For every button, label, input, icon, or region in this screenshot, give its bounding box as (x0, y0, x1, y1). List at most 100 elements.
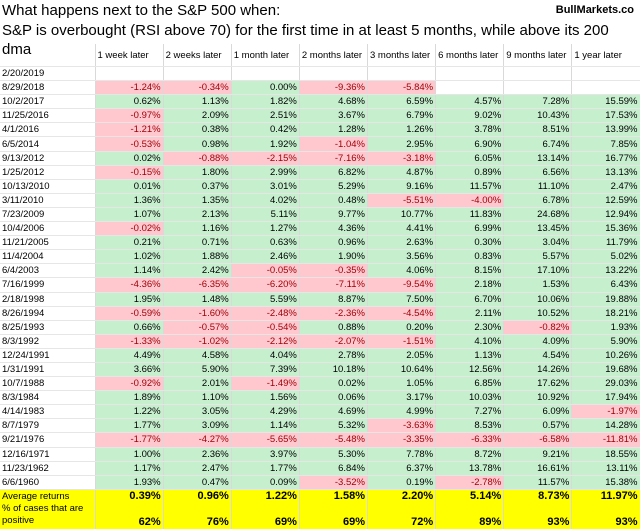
table-row: 10/7/1988 -0.92% 2.01% -1.49% 0.02% 1.05% 6.85… (0, 376, 640, 392)
return-cell: 2.18% (435, 277, 505, 293)
return-cell: 2.13% (163, 207, 232, 223)
date-cell: 8/29/2018 (0, 80, 96, 96)
return-cell: 5.59% (231, 292, 300, 307)
return-cell: 8.72% (435, 447, 505, 462)
return-cell: 3.04% (503, 235, 573, 251)
percent-positive-value: 72% (367, 502, 437, 529)
return-cell: 19.88% (571, 292, 640, 307)
return-cell: 4.29% (231, 404, 300, 420)
date-cell: 8/3/1992 (0, 334, 96, 349)
percent-positive-value: 89% (435, 502, 505, 529)
return-cell: 10.06% (503, 292, 573, 307)
percent-positive-value: 93% (503, 502, 573, 529)
return-cell: 2.05% (367, 348, 437, 363)
return-cell: 11.57% (435, 179, 505, 194)
return-cell: -0.02% (95, 221, 164, 237)
return-cell: 4.57% (435, 94, 505, 110)
return-cell: 7.85% (571, 136, 640, 152)
return-cell: 9.77% (299, 207, 369, 223)
return-cell: 2.30% (435, 320, 505, 335)
return-cell: 4.68% (299, 94, 369, 110)
date-cell: 10/2/2017 (0, 94, 96, 110)
return-cell: 10.43% (503, 108, 573, 124)
return-cell: 6.82% (299, 165, 369, 180)
return-cell: -0.34% (163, 80, 232, 96)
return-cell (503, 66, 573, 82)
return-cell: -4.27% (163, 432, 232, 448)
column-header-row: 1 week later 2 weeks later 1 month later 2 … (0, 44, 640, 67)
return-cell: -0.05% (231, 263, 300, 279)
date-cell: 11/25/2016 (0, 108, 96, 124)
return-cell: 5.90% (163, 362, 232, 378)
table-row: 6/5/2014 -0.53% 0.98% 1.92% -1.04% 2.95% 6.90%… (0, 136, 640, 152)
table-row: 7/16/1999 -4.36% -6.35% -6.20% -7.11% -9.54% 2… (0, 277, 640, 293)
return-cell: 0.02% (299, 376, 369, 392)
date-cell: 1/25/2012 (0, 165, 96, 180)
percent-positive-row: % of cases that are positive 62% 76% 69% 69%… (0, 502, 640, 529)
date-cell: 8/26/1994 (0, 306, 96, 321)
returns-table: 1 week later 2 weeks later 1 month later 2 … (0, 44, 640, 529)
average-return-value: 0.96% (163, 489, 232, 503)
return-cell: 2.01% (163, 376, 232, 392)
table-row: 8/3/1984 1.89% 1.10% 1.56% 0.06% 3.17% 10.03% 1… (0, 390, 640, 406)
return-cell: -2.48% (231, 306, 300, 321)
average-return-value: 2.20% (367, 489, 437, 503)
return-cell: 0.38% (163, 122, 232, 138)
return-cell: 6.59% (367, 94, 437, 110)
return-cell: 0.20% (367, 320, 437, 335)
column-header: 2 months later (299, 44, 369, 67)
column-header: 1 week later (95, 44, 164, 67)
return-cell: -4.00% (435, 193, 505, 208)
return-cell: 3.05% (163, 404, 232, 420)
return-cell: 0.42% (231, 122, 300, 138)
return-cell: 3.09% (163, 418, 232, 434)
return-cell: -3.35% (367, 432, 437, 448)
average-return-value: 1.22% (231, 489, 300, 503)
average-return-value: 8.73% (503, 489, 573, 503)
return-cell: 16.61% (503, 461, 573, 476)
date-cell: 10/13/2010 (0, 179, 96, 194)
return-cell: 6.43% (571, 277, 640, 293)
return-cell: 1.77% (231, 461, 300, 476)
return-cell: 12.94% (571, 207, 640, 223)
return-cell: 0.21% (95, 235, 164, 251)
table-row: 6/4/2003 1.14% 2.42% -0.05% -0.35% 4.06% 8.15%… (0, 263, 640, 279)
date-cell: 9/13/2012 (0, 151, 96, 166)
return-cell: 1.88% (163, 249, 232, 265)
return-cell: -0.54% (231, 320, 300, 335)
table-row: 1/25/2012 -0.15% 1.80% 2.99% 6.82% 4.87% 0.89%… (0, 165, 640, 180)
return-cell: 2.42% (163, 263, 232, 279)
return-cell: 1.22% (95, 404, 164, 420)
date-cell: 10/4/2006 (0, 221, 96, 237)
table-row: 2/20/2019 (0, 66, 640, 82)
return-cell: -5.51% (367, 193, 437, 208)
date-cell: 6/5/2014 (0, 136, 96, 152)
return-cell: 0.02% (95, 151, 164, 166)
return-cell: 3.78% (435, 122, 505, 138)
return-cell: 1.80% (163, 165, 232, 180)
return-cell: 0.71% (163, 235, 232, 251)
return-cell: 1.07% (95, 207, 164, 223)
return-cell: 8.87% (299, 292, 369, 307)
table-row: 4/1/2016 -1.21% 0.38% 0.42% 1.28% 1.26% 3.78% 8… (0, 122, 640, 138)
table-row: 2/18/1998 1.95% 1.48% 5.59% 8.87% 7.50% 6.70% 1… (0, 292, 640, 307)
return-cell: -1.49% (231, 376, 300, 392)
table-row: 10/13/2010 0.01% 0.37% 3.01% 5.29% 9.16% 11.57… (0, 179, 640, 194)
title-line-2: S&P is overbought (RSI above 70) for the… (2, 22, 609, 58)
average-return-value: 11.97% (571, 489, 640, 503)
return-cell: 9.02% (435, 108, 505, 124)
return-cell: 0.48% (299, 193, 369, 208)
return-cell: 0.37% (163, 179, 232, 194)
return-cell: 4.99% (367, 404, 437, 420)
return-cell: 13.78% (435, 461, 505, 476)
return-cell: 2.36% (163, 447, 232, 462)
percent-positive-value: 76% (163, 502, 232, 529)
return-cell: 0.98% (163, 136, 232, 152)
report-header: What happens next to the S&P 500 when: S… (0, 0, 640, 58)
return-cell: 5.29% (299, 179, 369, 194)
return-cell: 11.10% (503, 179, 573, 194)
return-cell: -5.48% (299, 432, 369, 448)
return-cell: 10.26% (571, 348, 640, 363)
return-cell: 6.99% (435, 221, 505, 237)
percent-positive-value: 69% (299, 502, 369, 529)
